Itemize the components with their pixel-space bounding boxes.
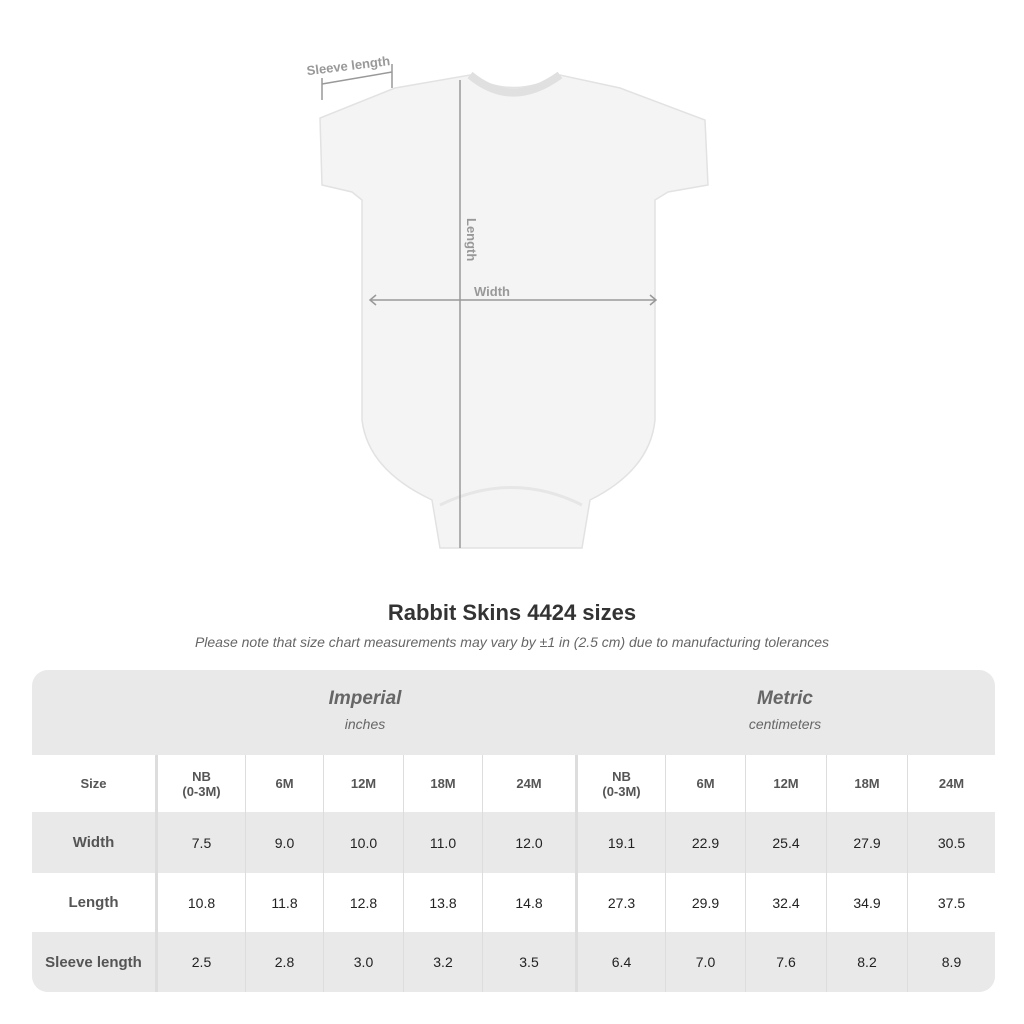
size-header-row: Size NB (0-3M) 6M 12M 18M 24M NB (0-3M) 6M 12M 18… [32, 755, 995, 812]
value-cell: 3.2 [403, 932, 482, 992]
value-cell: 13.8 [403, 873, 482, 932]
size-header-cell: 18M [403, 755, 482, 812]
value-cell: 29.9 [665, 873, 745, 932]
tolerance-note: Please note that size chart measurements… [194, 634, 830, 650]
value-cell: 9.0 [245, 812, 323, 873]
size-header-cell: NB (0-3M) [575, 755, 665, 812]
value-cell: 7.0 [665, 932, 745, 992]
size-header-cell: 6M [245, 755, 323, 812]
value-cell: 11.0 [403, 812, 482, 873]
value-cell: 11.8 [245, 873, 323, 932]
onesie-diagram: Sleeve length Length Width [306, 53, 709, 549]
value-cell: 32.4 [745, 873, 826, 932]
table-row: Width 7.5 9.0 10.0 11.0 12.0 19.1 22.9 25.4 27.9 3… [32, 812, 995, 873]
imperial-unit: inches [344, 716, 386, 732]
value-cell: 3.0 [323, 932, 403, 992]
imperial-header: Imperial inches [155, 670, 575, 755]
size-header-cell: 18M [826, 755, 907, 812]
onesie-body [319, 74, 709, 549]
table-row: Sleeve length 2.5 2.8 3.0 3.2 3.5 6.4 7.0 7.6 8.2… [32, 932, 995, 992]
width-label: Width [474, 284, 510, 299]
value-cell: 37.5 [907, 873, 995, 932]
length-label: Length [464, 218, 479, 261]
table-row: Length 10.8 11.8 12.8 13.8 14.8 27.3 29.9 32.4 34… [32, 873, 995, 932]
size-header-cell: 24M [482, 755, 575, 812]
row-label: Width [72, 834, 115, 851]
value-cell: 12.8 [323, 873, 403, 932]
row-label: Sleeve length [45, 953, 142, 971]
size-header-cell: 24M [907, 755, 995, 812]
size-header-cell: 6M [665, 755, 745, 812]
row-label: Size [80, 776, 107, 791]
value-cell: 14.8 [482, 873, 575, 932]
value-cell: 6.4 [575, 932, 665, 992]
size-table: Imperial inches Metric centimeters Size N… [32, 670, 995, 992]
size-header-cell: 12M [745, 755, 826, 812]
value-cell: 2.5 [155, 932, 245, 992]
value-cell: 10.0 [323, 812, 403, 873]
value-cell: 25.4 [745, 812, 826, 873]
value-cell: 8.9 [907, 932, 995, 992]
metric-header: Metric centimeters [575, 670, 995, 755]
value-cell: 34.9 [826, 873, 907, 932]
value-cell: 7.6 [745, 932, 826, 992]
value-cell: 12.0 [482, 812, 575, 873]
value-cell: 10.8 [155, 873, 245, 932]
metric-label: Metric [757, 688, 813, 709]
row-label: Length [68, 894, 119, 911]
value-cell: 22.9 [665, 812, 745, 873]
chart-title: Rabbit Skins 4424 sizes [387, 600, 637, 625]
value-cell: 3.5 [482, 932, 575, 992]
value-cell: 19.1 [575, 812, 665, 873]
value-cell: 7.5 [155, 812, 245, 873]
value-cell: 27.3 [575, 873, 665, 932]
sleeve-measure-line [321, 71, 393, 85]
metric-unit: centimeters [748, 716, 822, 732]
size-header-cell: 12M [323, 755, 403, 812]
imperial-label: Imperial [328, 688, 402, 709]
value-cell: 2.8 [245, 932, 323, 992]
value-cell: 27.9 [826, 812, 907, 873]
value-cell: 30.5 [907, 812, 995, 873]
value-cell: 8.2 [826, 932, 907, 992]
size-header-cell: NB (0-3M) [155, 755, 245, 812]
